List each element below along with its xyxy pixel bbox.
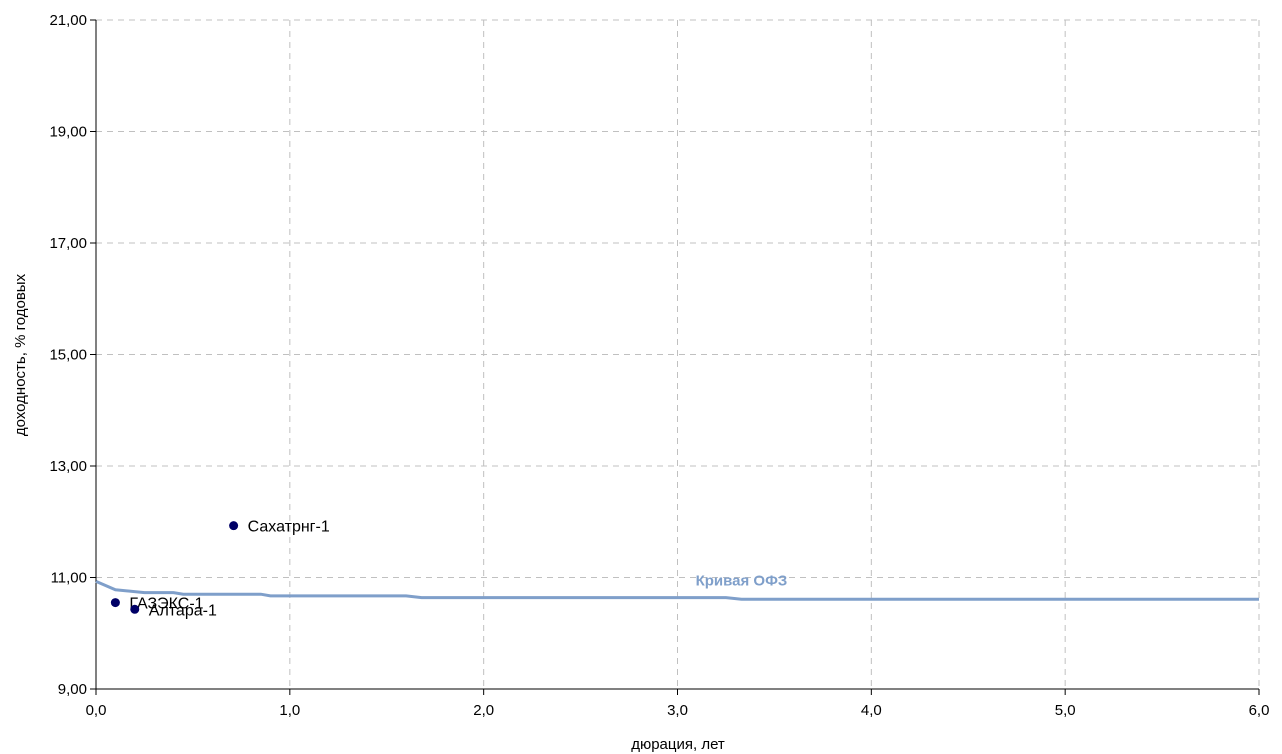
y-tick-label: 11,00 xyxy=(51,570,87,587)
y-axis-title: доходность, % годовых xyxy=(12,273,29,436)
y-tick-label: 15,00 xyxy=(49,347,87,364)
x-tick-label: 0,0 xyxy=(86,702,107,719)
x-tick-label: 2,0 xyxy=(473,702,494,719)
bond-point xyxy=(229,521,239,531)
ofz-curve-line xyxy=(95,580,1259,601)
grid xyxy=(96,19,1260,689)
y-tick-label: 9,00 xyxy=(58,681,87,698)
tick-labels: 0,0 1,0 2,0 3,0 4,0 5,0 6,0 9,00 11,00 13,00 15,00… xyxy=(49,12,1269,719)
bond-point-label: Сахатрнг-1 xyxy=(248,519,330,536)
x-tick-label: 3,0 xyxy=(667,702,688,719)
bond-point xyxy=(110,598,120,608)
y-tick-label: 13,00 xyxy=(49,458,87,475)
x-tick-label: 1,0 xyxy=(279,702,300,719)
axes xyxy=(90,19,1260,695)
x-axis-title: дюрация, лет xyxy=(631,736,725,753)
y-tick-label: 21,00 xyxy=(49,12,87,29)
bond-point-label: Алтара-1 xyxy=(149,602,217,619)
x-tick-label: 4,0 xyxy=(861,702,882,719)
x-tick-label: 6,0 xyxy=(1249,702,1270,719)
y-tick-label: 19,00 xyxy=(49,124,87,141)
y-tick-label: 17,00 xyxy=(49,235,87,252)
bond-point xyxy=(130,604,140,614)
ofz-curve-label: Кривая ОФЗ xyxy=(696,572,788,589)
x-tick-label: 5,0 xyxy=(1055,702,1076,719)
bond-point-label: ГАЗЭКС-1 xyxy=(129,596,203,613)
